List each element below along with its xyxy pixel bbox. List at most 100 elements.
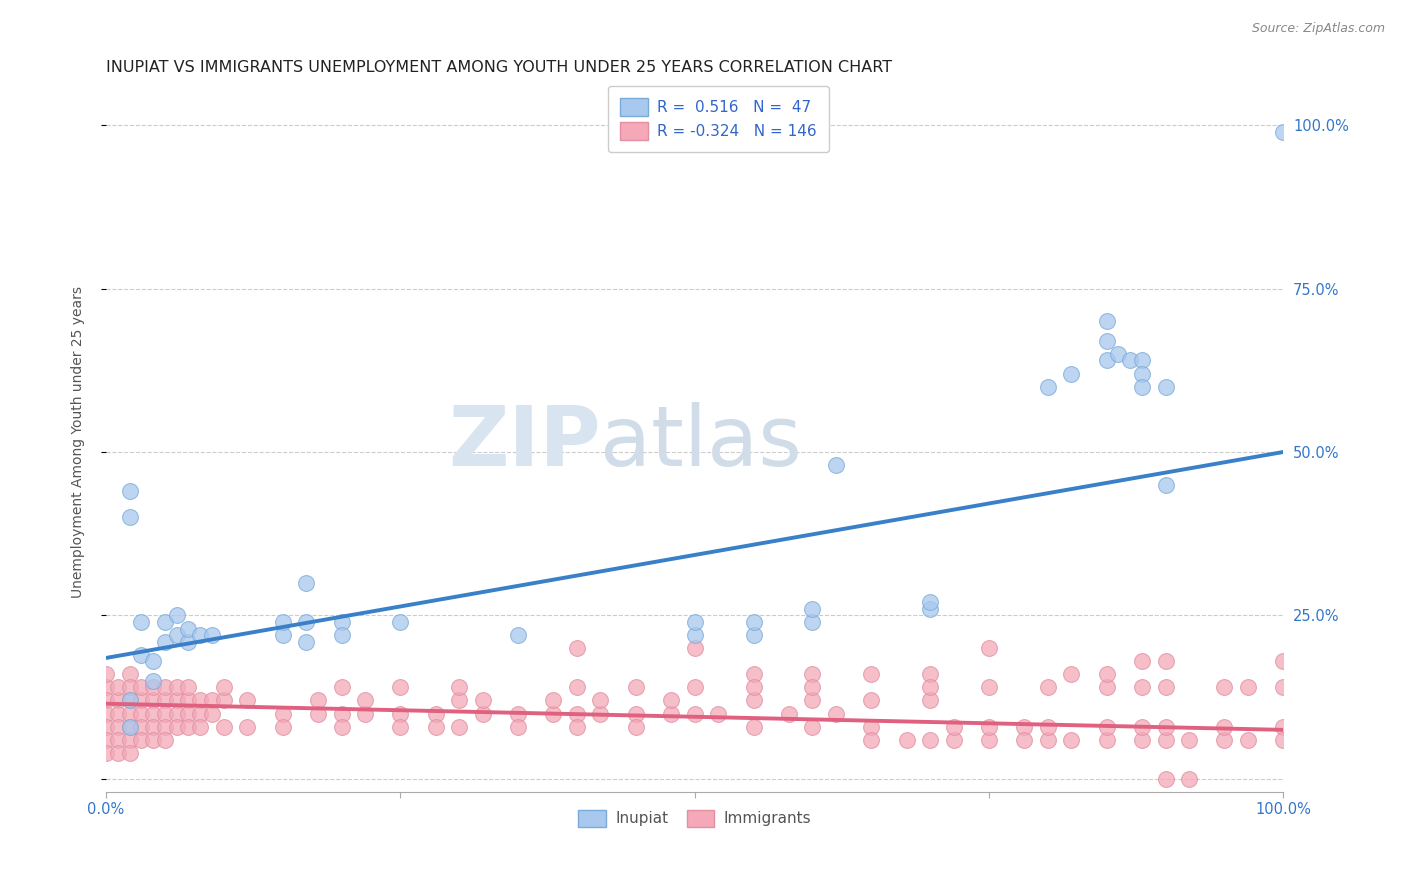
Point: [236, 693, 259, 707]
Point: [389, 681, 412, 695]
Point: [1178, 732, 1201, 747]
Point: [742, 667, 765, 681]
Point: [153, 720, 176, 734]
Point: [107, 693, 129, 707]
Point: [131, 732, 153, 747]
Point: [778, 706, 800, 721]
Point: [1130, 353, 1153, 368]
Point: [354, 706, 377, 721]
Point: [825, 458, 848, 472]
Point: [107, 720, 129, 734]
Point: [683, 615, 706, 629]
Point: [118, 732, 141, 747]
Point: [659, 693, 682, 707]
Point: [1060, 732, 1083, 747]
Point: [449, 720, 471, 734]
Point: [166, 681, 188, 695]
Point: [920, 732, 942, 747]
Point: [1036, 681, 1059, 695]
Point: [107, 706, 129, 721]
Point: [1237, 732, 1260, 747]
Point: [1095, 667, 1118, 681]
Point: [801, 615, 824, 629]
Point: [142, 681, 165, 695]
Point: [131, 648, 153, 662]
Point: [1130, 379, 1153, 393]
Point: [860, 720, 883, 734]
Point: [142, 673, 165, 688]
Point: [107, 681, 129, 695]
Point: [142, 720, 165, 734]
Point: [330, 681, 353, 695]
Point: [1213, 681, 1236, 695]
Point: [271, 720, 294, 734]
Point: [1130, 732, 1153, 747]
Point: [118, 693, 141, 707]
Point: [589, 706, 612, 721]
Point: [801, 602, 824, 616]
Point: [94, 706, 117, 721]
Point: [1095, 334, 1118, 348]
Point: [920, 595, 942, 609]
Point: [565, 641, 588, 656]
Point: [153, 732, 176, 747]
Point: [1036, 379, 1059, 393]
Point: [94, 746, 117, 760]
Point: [212, 681, 235, 695]
Point: [659, 706, 682, 721]
Point: [565, 681, 588, 695]
Point: [177, 706, 200, 721]
Point: [1036, 720, 1059, 734]
Point: [1130, 654, 1153, 668]
Point: [188, 628, 211, 642]
Point: [896, 732, 918, 747]
Point: [118, 720, 141, 734]
Text: atlas: atlas: [600, 401, 803, 483]
Point: [236, 720, 259, 734]
Point: [212, 693, 235, 707]
Point: [389, 706, 412, 721]
Point: [177, 720, 200, 734]
Point: [742, 628, 765, 642]
Point: [860, 667, 883, 681]
Point: [1154, 772, 1177, 786]
Point: [506, 628, 529, 642]
Point: [860, 693, 883, 707]
Point: [307, 693, 329, 707]
Point: [425, 706, 447, 721]
Point: [118, 484, 141, 499]
Point: [94, 693, 117, 707]
Point: [142, 693, 165, 707]
Point: [118, 510, 141, 524]
Point: [271, 628, 294, 642]
Point: [565, 706, 588, 721]
Point: [1130, 367, 1153, 381]
Point: [271, 706, 294, 721]
Point: [801, 693, 824, 707]
Point: [330, 615, 353, 629]
Point: [742, 681, 765, 695]
Point: [107, 746, 129, 760]
Point: [131, 681, 153, 695]
Point: [920, 667, 942, 681]
Point: [801, 667, 824, 681]
Point: [118, 706, 141, 721]
Point: [1036, 732, 1059, 747]
Point: [920, 693, 942, 707]
Point: [1213, 720, 1236, 734]
Point: [825, 706, 848, 721]
Point: [94, 681, 117, 695]
Point: [94, 667, 117, 681]
Point: [624, 720, 647, 734]
Point: [506, 706, 529, 721]
Point: [153, 681, 176, 695]
Point: [94, 732, 117, 747]
Point: [1060, 667, 1083, 681]
Point: [742, 615, 765, 629]
Point: [142, 732, 165, 747]
Point: [1095, 720, 1118, 734]
Point: [118, 746, 141, 760]
Point: [131, 615, 153, 629]
Point: [1130, 720, 1153, 734]
Point: [354, 693, 377, 707]
